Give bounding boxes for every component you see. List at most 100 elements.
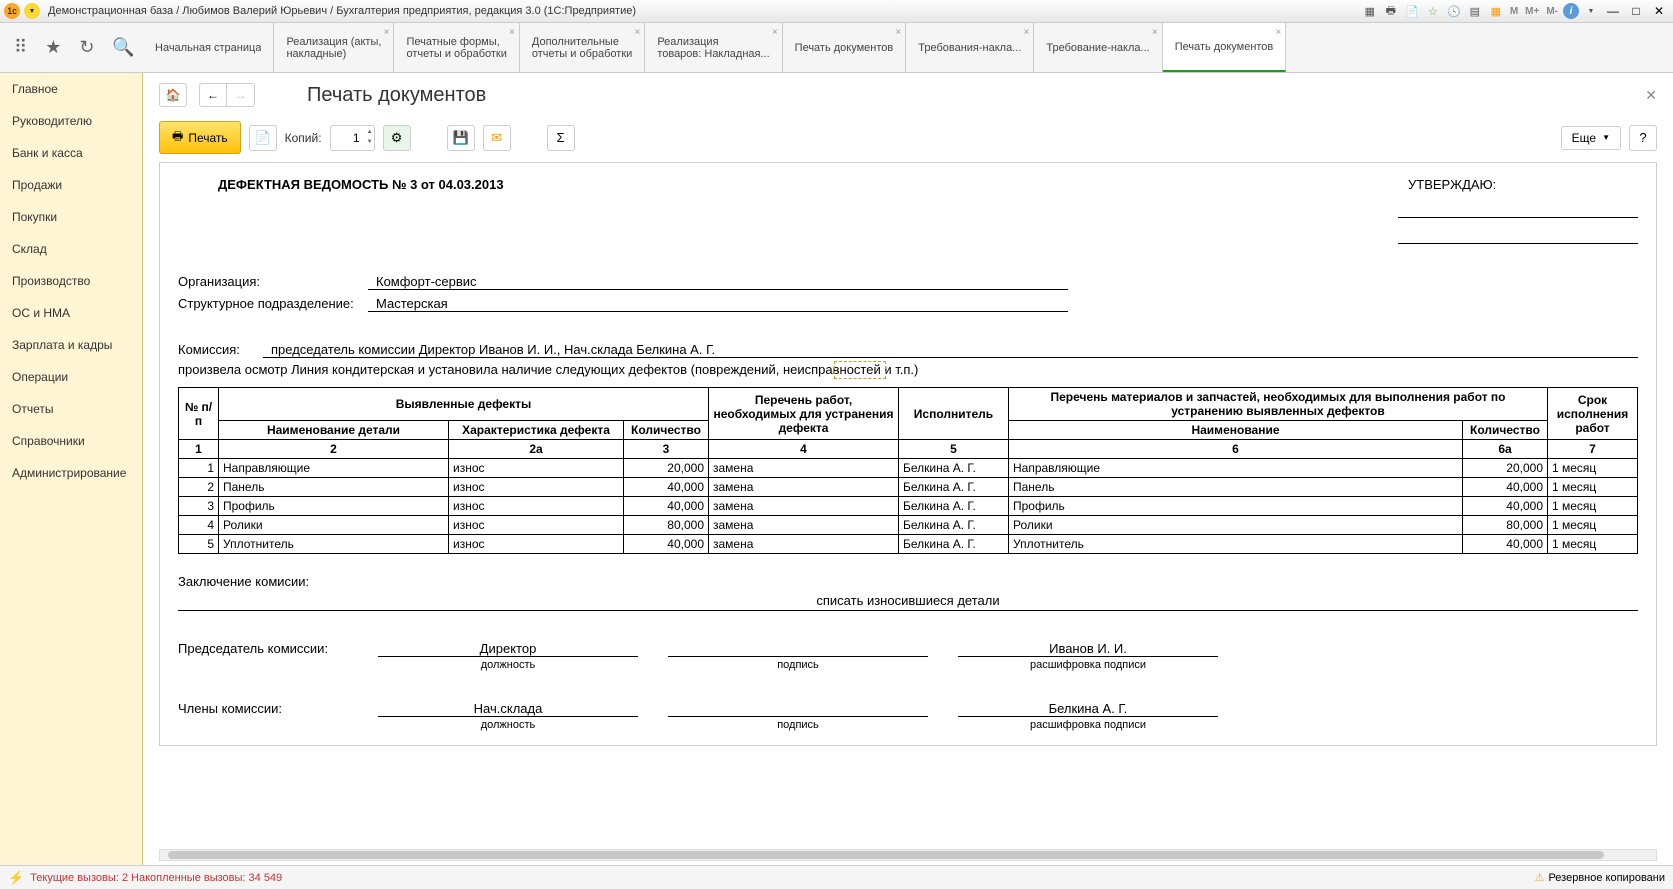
clock-icon[interactable]: 🕓 (1445, 2, 1463, 20)
print-btn-label: Печать (188, 131, 227, 145)
tab[interactable]: Требования-накла...× (906, 23, 1034, 72)
table-cell: износ (449, 478, 624, 497)
tab[interactable]: Печать документов× (783, 23, 907, 72)
m-label[interactable]: M (1508, 6, 1520, 17)
col-num: 6а (1463, 440, 1548, 459)
grid-icon[interactable]: ⠿ (14, 37, 27, 58)
tab-close-icon[interactable]: × (509, 27, 515, 38)
sidebar-item[interactable]: Операции (0, 361, 142, 393)
sidebar-item[interactable]: Покупки (0, 201, 142, 233)
table-cell: замена (709, 516, 899, 535)
tab-label: Печать документов (1175, 41, 1274, 53)
member-name: Белкина А. Г. (958, 701, 1218, 717)
close-window-btn[interactable]: ✕ (1649, 3, 1669, 19)
sidebar-item[interactable]: Производство (0, 265, 142, 297)
tab-close-icon[interactable]: × (1275, 27, 1281, 38)
th-mat-qty: Количество (1463, 421, 1548, 440)
print-icon[interactable]: 🖶 (1382, 2, 1400, 20)
sig-decode-caption2: расшифровка подписи (958, 719, 1218, 731)
tab-label: Реализация (657, 36, 769, 48)
settings-btn[interactable]: ⚙ (383, 125, 411, 151)
minimize-btn[interactable]: — (1603, 3, 1623, 19)
more-btn[interactable]: Еще ▼ (1561, 126, 1621, 150)
app-menu-icon[interactable]: ▼ (24, 3, 40, 19)
tb-icon-3[interactable]: 📄 (1403, 2, 1421, 20)
sidebar-item[interactable]: Справочники (0, 425, 142, 457)
col-num: 5 (899, 440, 1009, 459)
close-content-btn[interactable]: ✕ (1645, 87, 1657, 104)
sidebar-item[interactable]: Главное (0, 73, 142, 105)
sidebar-item[interactable]: Зарплата и кадры (0, 329, 142, 361)
table-cell: Ролики (1009, 516, 1463, 535)
table-cell: замена (709, 535, 899, 554)
maximize-btn[interactable]: □ (1626, 3, 1646, 19)
tab[interactable]: Реализациятоваров: Накладная...× (645, 23, 782, 72)
sig-decode-caption: расшифровка подписи (958, 659, 1218, 671)
table-cell: 1 месяц (1548, 497, 1638, 516)
tab-close-icon[interactable]: × (1024, 27, 1030, 38)
table-cell: износ (449, 497, 624, 516)
tab[interactable]: Печать документов× (1163, 23, 1287, 72)
tab-close-icon[interactable]: × (634, 27, 640, 38)
tab[interactable]: Начальная страница (143, 23, 274, 72)
tb-icon-1[interactable]: ▦ (1361, 2, 1379, 20)
copies-label: Копий: (285, 131, 322, 145)
table-row: 5Уплотнительизнос40,000заменаБелкина А. … (179, 535, 1638, 554)
sidebar-item[interactable]: ОС и НМА (0, 297, 142, 329)
table-cell: 1 месяц (1548, 535, 1638, 554)
sidebar-item[interactable]: Банк и касса (0, 137, 142, 169)
save-btn[interactable]: 💾 (447, 125, 475, 151)
horizontal-scrollbar[interactable] (159, 849, 1657, 861)
favorite-icon[interactable]: ★ (45, 37, 61, 58)
member-sign (668, 701, 928, 717)
sidebar-item[interactable]: Администрирование (0, 457, 142, 489)
preview-btn[interactable]: 📄 (249, 125, 277, 151)
table-cell: замена (709, 497, 899, 516)
sig-sign-caption: подпись (668, 659, 928, 671)
copies-spinner[interactable]: ▲▼ (367, 127, 373, 147)
tab[interactable]: Дополнительныеотчеты и обработки× (520, 23, 645, 72)
tab[interactable]: Печатные формы,отчеты и обработки× (394, 23, 519, 72)
conclusion-value: списать износившиеся детали (178, 593, 1638, 611)
table-cell: замена (709, 459, 899, 478)
sidebar-item[interactable]: Руководителю (0, 105, 142, 137)
toolbar: 🖶 Печать 📄 Копий: ▲▼ ⚙ 💾 ✉ Σ Еще ▼ ? (143, 113, 1673, 162)
tab-close-icon[interactable]: × (384, 27, 390, 38)
sum-btn[interactable]: Σ (547, 125, 575, 151)
sidebar-item[interactable]: Отчеты (0, 393, 142, 425)
star-icon[interactable]: ☆ (1424, 2, 1442, 20)
table-cell: 40,000 (1463, 497, 1548, 516)
history-icon[interactable]: ↻ (79, 37, 94, 58)
table-cell: Белкина А. Г. (899, 497, 1009, 516)
chairman-label: Председатель комиссии: (178, 641, 378, 671)
info-dropdown-icon[interactable]: ▼ (1582, 2, 1600, 20)
sidebar-item[interactable]: Продажи (0, 169, 142, 201)
scrollbar-thumb[interactable] (168, 851, 1604, 859)
tab-label: Требование-накла... (1046, 42, 1149, 54)
tab[interactable]: Реализация (акты,накладные)× (274, 23, 394, 72)
sidebar-item[interactable]: Склад (0, 233, 142, 265)
table-cell: 40,000 (1463, 535, 1548, 554)
tab-close-icon[interactable]: × (772, 27, 778, 38)
warning-icon: ⚠ (1535, 871, 1545, 884)
calc-icon[interactable]: ▤ (1466, 2, 1484, 20)
info-icon[interactable]: i (1563, 3, 1579, 19)
doc-title: ДЕФЕКТНАЯ ВЕДОМОСТЬ № 3 от 04.03.2013 (218, 177, 504, 244)
help-btn[interactable]: ? (1629, 125, 1657, 151)
tab-close-icon[interactable]: × (1152, 27, 1158, 38)
search-icon[interactable]: 🔍 (112, 37, 134, 58)
back-btn[interactable]: ← (199, 83, 227, 107)
table-cell: 20,000 (1463, 459, 1548, 478)
forward-btn[interactable]: → (227, 83, 255, 107)
home-btn[interactable]: 🏠 (159, 83, 187, 107)
table-cell: 40,000 (1463, 478, 1548, 497)
tab-close-icon[interactable]: × (895, 27, 901, 38)
tab[interactable]: Требование-накла...× (1034, 23, 1162, 72)
print-btn[interactable]: 🖶 Печать (159, 121, 241, 154)
col-num: 1 (179, 440, 219, 459)
m-plus-label[interactable]: M+ (1523, 6, 1541, 17)
tb-icon-7[interactable]: ▦ (1487, 2, 1505, 20)
email-btn[interactable]: ✉ (483, 125, 511, 151)
sig-sign-caption2: подпись (668, 719, 928, 731)
m-minus-label[interactable]: M- (1544, 6, 1560, 17)
